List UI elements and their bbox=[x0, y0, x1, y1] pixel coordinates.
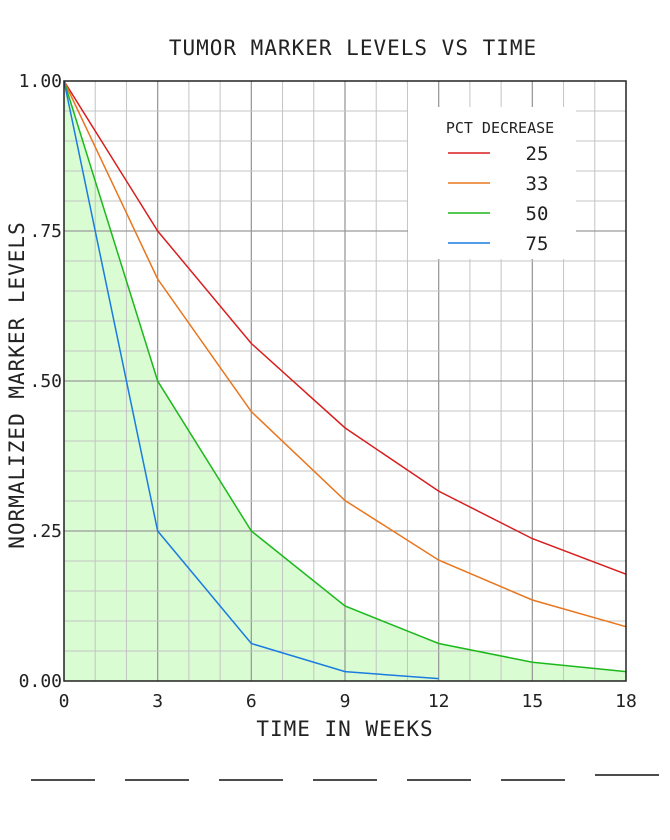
x-tick-label: 6 bbox=[246, 691, 257, 712]
legend-label-75: 75 bbox=[526, 233, 549, 255]
answer-blanks bbox=[31, 774, 659, 781]
y-tick-label: .25 bbox=[29, 521, 62, 542]
series-layer bbox=[63, 80, 627, 680]
plot-frame bbox=[63, 80, 627, 682]
legend-title: PCT DECREASE bbox=[446, 119, 554, 137]
legend-label-25: 25 bbox=[526, 143, 549, 165]
legend: PCT DECREASE 25 33 50 75 bbox=[408, 107, 576, 259]
x-tick-label: 9 bbox=[340, 691, 351, 712]
x-tick-label: 18 bbox=[615, 691, 637, 712]
x-tick-label: 0 bbox=[59, 691, 70, 712]
y-tick-labels: 0.00 .25 .50 .75 1.00 bbox=[19, 71, 62, 692]
x-tick-label: 12 bbox=[428, 691, 450, 712]
legend-label-33: 33 bbox=[526, 173, 549, 195]
series-line-33 bbox=[63, 80, 627, 628]
y-tick-label: .50 bbox=[29, 371, 62, 392]
x-tick-label: 3 bbox=[152, 691, 163, 712]
series-line-75 bbox=[63, 80, 439, 680]
y-tick-label: 0.00 bbox=[19, 671, 62, 692]
y-tick-label: 1.00 bbox=[19, 71, 62, 92]
series-line-50 bbox=[63, 80, 627, 673]
x-tick-labels: 0 3 6 9 12 15 18 bbox=[59, 691, 637, 712]
x-tick-label: 15 bbox=[521, 691, 543, 712]
y-tick-label: .75 bbox=[29, 221, 62, 242]
y-axis-title: NORMALIZED MARKER LEVELS bbox=[5, 221, 29, 548]
chart-title: TUMOR MARKER LEVELS VS TIME bbox=[169, 36, 537, 60]
x-axis-title: TIME IN WEEKS bbox=[256, 717, 433, 741]
legend-label-50: 50 bbox=[526, 203, 549, 225]
series-line-25 bbox=[63, 80, 627, 575]
legend-box bbox=[408, 107, 576, 259]
